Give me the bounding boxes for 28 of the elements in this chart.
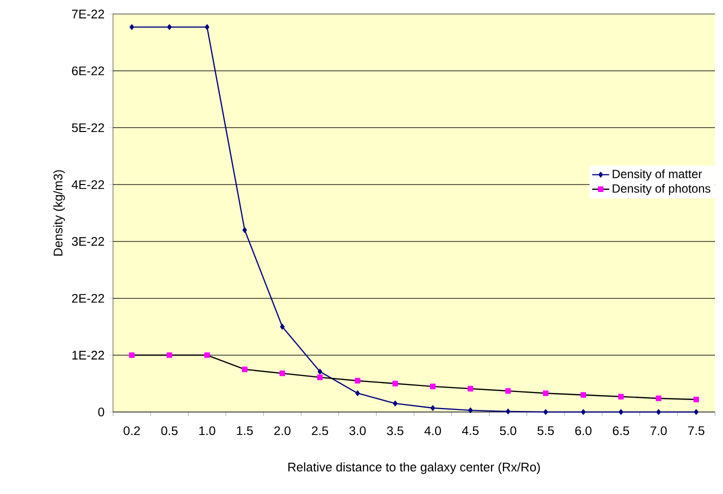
y-tick-label: 4E-22 [72, 180, 104, 189]
x-tick-label: 7.5 [688, 426, 704, 436]
y-axis-title: Density (kg/m3) [53, 170, 65, 256]
y-tick-label: 7E-22 [72, 10, 104, 18]
y-tick-label: 1E-22 [72, 350, 104, 360]
x-tick-label: 0.2 [124, 426, 140, 436]
x-tick-label: 1.5 [236, 426, 253, 436]
x-tick-label: 5.5 [538, 426, 554, 436]
x-tick-label: 1.0 [199, 426, 216, 436]
y-tick-label: 0 [98, 408, 104, 416]
legend-label: Density of matter [612, 169, 702, 181]
y-tick-label: 6E-22 [72, 66, 104, 76]
x-tick-label: 5.0 [500, 426, 516, 436]
x-tick-label: 4.0 [424, 426, 441, 436]
x-tick-label: 6.5 [612, 426, 630, 436]
x-axis-title: Relative distance to the galaxy center (Rx/Ro) [288, 462, 540, 474]
x-tick-label: 0.5 [161, 426, 178, 436]
x-tick-label: 2.5 [312, 426, 328, 436]
x-tick-label: 3.5 [387, 426, 404, 436]
y-tick-label: 2E-22 [72, 294, 104, 303]
legend-label: Density of photons [612, 184, 710, 196]
x-tick-label: 7.0 [650, 426, 667, 436]
x-tick-label: 6.0 [575, 426, 592, 436]
x-tick-label: 3.0 [349, 426, 366, 436]
y-tick-label: 3E-22 [72, 237, 104, 246]
x-tick-label: 4.5 [462, 426, 479, 436]
y-tick-label: 5E-22 [72, 123, 104, 132]
x-tick-label: 2.0 [274, 426, 290, 436]
